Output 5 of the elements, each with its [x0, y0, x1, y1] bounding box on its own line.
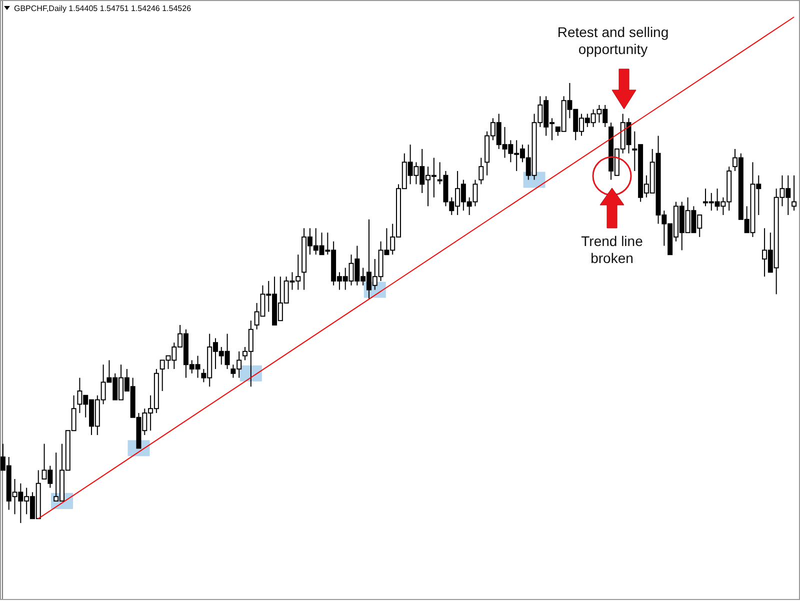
chart-title: GBPCHF,Daily 1.54405 1.54751 1.54246 1.54526 [14, 4, 192, 13]
candlestick [478, 157, 484, 185]
text: Retest and selling opportunity [557, 24, 669, 57]
candlestick [792, 174, 797, 212]
annotation: Trend line broken [581, 233, 644, 266]
